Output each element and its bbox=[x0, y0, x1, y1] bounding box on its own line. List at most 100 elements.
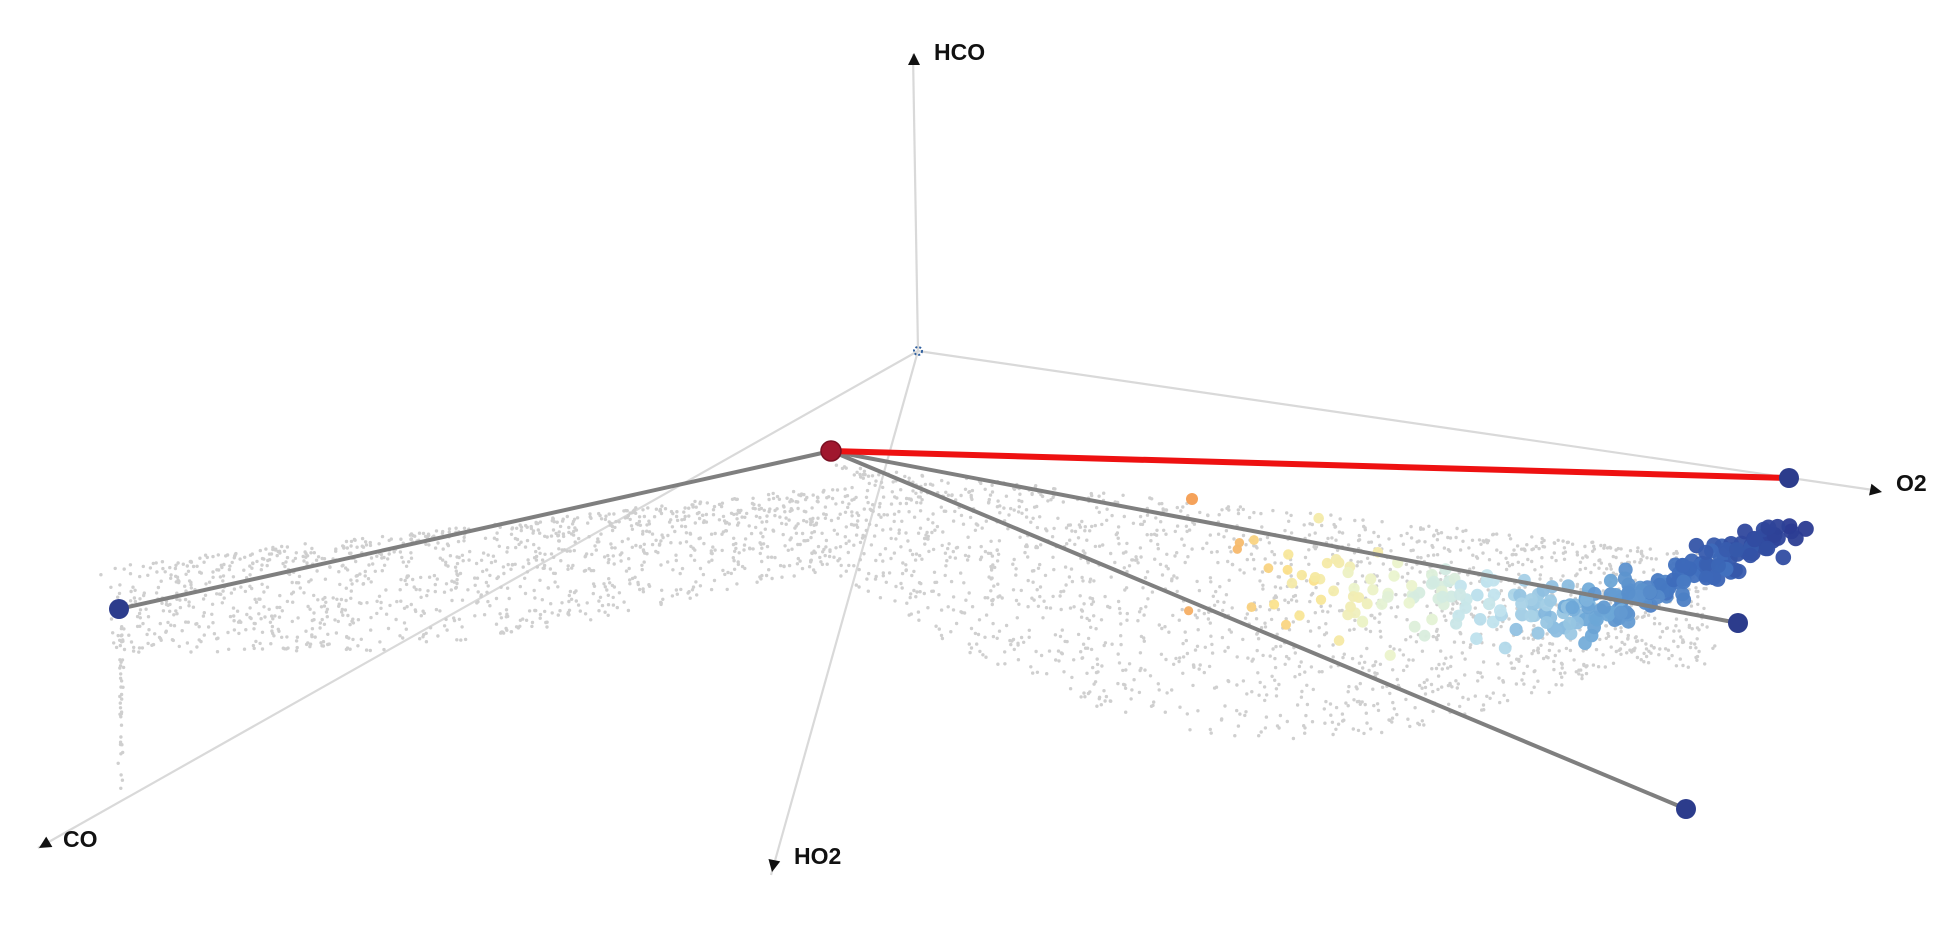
cloud-point bbox=[843, 487, 847, 491]
cloud-point bbox=[540, 558, 545, 562]
cloud-point bbox=[211, 570, 215, 574]
cloud-point bbox=[1085, 616, 1089, 621]
cloud-point bbox=[610, 546, 614, 550]
cloud-point bbox=[1079, 650, 1083, 654]
cloud-point bbox=[1337, 530, 1342, 534]
cloud-point bbox=[243, 555, 247, 559]
cloud-point bbox=[1508, 537, 1513, 541]
cloud-point bbox=[897, 509, 901, 514]
cloud-point bbox=[138, 608, 143, 612]
cloud-point bbox=[1206, 617, 1211, 621]
cloud-point bbox=[257, 612, 261, 616]
cloud-point bbox=[1308, 522, 1312, 526]
cloud-point bbox=[725, 587, 729, 592]
cloud-point bbox=[1024, 515, 1029, 519]
cloud-point bbox=[1208, 533, 1213, 537]
cloud-point bbox=[545, 535, 549, 539]
cloud-point bbox=[1038, 515, 1042, 519]
cloud-point bbox=[710, 558, 714, 562]
cloud-point bbox=[1495, 532, 1499, 536]
cloud-point bbox=[926, 606, 930, 610]
cloud-point bbox=[1214, 589, 1218, 594]
cloud-point bbox=[309, 551, 313, 555]
cloud-point bbox=[1512, 548, 1516, 552]
cloud-point bbox=[765, 519, 769, 524]
cloud-point bbox=[759, 531, 763, 535]
cloud-point bbox=[413, 608, 417, 612]
cloud-point bbox=[814, 521, 819, 525]
cloud-point bbox=[1395, 605, 1400, 609]
cloud-point bbox=[221, 574, 226, 578]
cloud-point bbox=[1095, 506, 1099, 510]
cloud-point bbox=[530, 620, 535, 625]
cloud-point bbox=[1227, 545, 1232, 549]
cloud-point bbox=[1585, 555, 1589, 559]
cloud-point bbox=[1363, 526, 1367, 530]
cloud-point bbox=[1695, 637, 1699, 641]
cloud-point bbox=[1380, 730, 1384, 735]
cloud-point bbox=[254, 600, 259, 604]
cloud-point bbox=[1065, 639, 1069, 644]
cloud-point bbox=[506, 562, 510, 567]
cloud-point bbox=[232, 619, 236, 623]
cloud-point bbox=[1102, 491, 1106, 495]
cloud-point bbox=[1273, 678, 1277, 682]
cloud-point bbox=[901, 561, 905, 565]
cloud-point bbox=[1664, 626, 1669, 631]
cloud-point bbox=[1032, 569, 1036, 573]
cloud-point bbox=[552, 555, 556, 559]
cloud-point bbox=[308, 644, 312, 649]
cloud-point bbox=[1358, 702, 1363, 706]
cloud-point bbox=[1439, 649, 1443, 653]
cloud-point bbox=[1080, 656, 1085, 660]
cloud-point bbox=[1694, 646, 1698, 650]
cloud-point bbox=[1432, 553, 1436, 557]
cloud-point bbox=[1552, 541, 1557, 545]
cloud-point bbox=[259, 617, 263, 621]
cloud-point bbox=[172, 624, 177, 628]
cloud-point bbox=[1363, 660, 1367, 664]
cloud-point bbox=[591, 568, 596, 573]
cloud-point bbox=[355, 573, 359, 578]
cloud-point bbox=[569, 597, 574, 601]
cloud-point bbox=[1628, 648, 1632, 652]
cloud-point bbox=[549, 552, 554, 556]
cloud-point bbox=[1258, 604, 1262, 609]
cloud-point bbox=[544, 620, 548, 625]
cloud-point bbox=[1435, 553, 1440, 557]
cloud-point bbox=[251, 561, 255, 565]
cloud-point bbox=[1546, 656, 1550, 660]
cloud-point bbox=[1342, 718, 1346, 722]
cloud-point bbox=[855, 525, 860, 529]
cloud-point bbox=[306, 604, 310, 609]
cloud-point bbox=[1330, 720, 1335, 724]
cloud-point bbox=[704, 520, 709, 524]
cloud-point bbox=[599, 532, 603, 536]
cloud-point bbox=[881, 528, 885, 532]
cloud-point bbox=[996, 662, 1000, 666]
cloud-point bbox=[963, 487, 968, 491]
cloud-point bbox=[119, 773, 123, 777]
cloud-point bbox=[1027, 635, 1031, 639]
cloud-point bbox=[913, 558, 918, 562]
cloud-point bbox=[717, 518, 722, 522]
cloud-point bbox=[603, 585, 607, 589]
cloud-point bbox=[1665, 552, 1670, 556]
cloud-point bbox=[939, 505, 943, 509]
cloud-point bbox=[965, 558, 970, 562]
cloud-point bbox=[1491, 532, 1496, 536]
cloud-point bbox=[1375, 574, 1379, 578]
cloud-point bbox=[1157, 688, 1161, 692]
trajectory-point bbox=[1348, 582, 1360, 595]
cloud-point bbox=[364, 543, 369, 547]
cloud-point bbox=[314, 558, 319, 562]
cloud-point bbox=[268, 620, 273, 624]
cloud-point bbox=[1125, 611, 1130, 616]
cloud-point bbox=[602, 555, 607, 559]
cloud-point bbox=[328, 565, 332, 569]
cloud-point bbox=[1444, 656, 1448, 660]
cloud-point bbox=[418, 588, 422, 592]
cloud-point bbox=[781, 504, 786, 508]
cloud-point bbox=[1696, 595, 1700, 599]
cloud-point bbox=[195, 564, 199, 568]
